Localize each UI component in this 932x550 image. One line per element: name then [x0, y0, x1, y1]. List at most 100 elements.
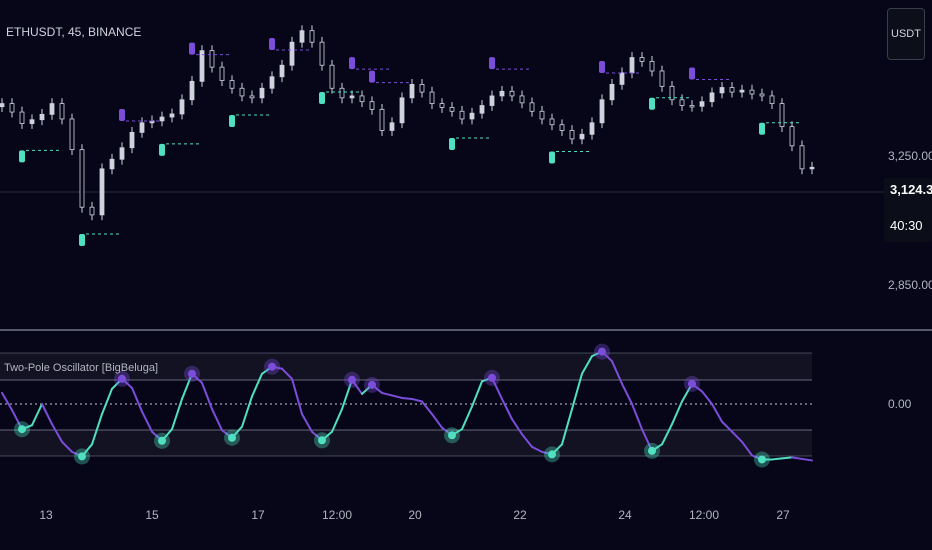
candle-body: [449, 107, 455, 112]
candle-body: [339, 87, 345, 99]
oscillator-zero-label: 0.00: [888, 397, 912, 411]
time-axis-label: 12:00: [321, 508, 353, 522]
candle-body: [139, 122, 145, 133]
candle-body: [19, 111, 25, 124]
candle-body: [799, 145, 805, 170]
candle-body: [619, 72, 625, 85]
candle-body: [469, 112, 475, 120]
bull-signal-dot: [158, 436, 166, 445]
oscillator-segment: [31, 403, 43, 427]
bull-signal-marker: [319, 92, 325, 105]
candle-body: [419, 84, 425, 93]
oscillator-segment: [781, 456, 793, 460]
oscillator-segment: [341, 378, 353, 411]
candle-body: [789, 126, 795, 147]
bull-signal-dot: [18, 425, 26, 434]
oscillator-segment: [101, 387, 113, 416]
candle-body: [569, 130, 575, 140]
bull-signal-dot: [448, 431, 456, 440]
candle-body: [489, 95, 495, 106]
bull-signal-dot: [318, 436, 326, 445]
oscillator-segment: [181, 372, 193, 400]
bear-signal-dot: [118, 374, 126, 383]
bull-signal-marker: [759, 122, 765, 135]
bear-signal-dot: [598, 347, 606, 356]
bear-signal-marker: [119, 108, 125, 121]
candle-body: [689, 105, 695, 108]
oscillator-segment: [701, 390, 713, 405]
bear-signal-dot: [368, 380, 376, 389]
candle-body: [679, 99, 685, 106]
time-axis-label: 12:00: [688, 508, 720, 522]
oscillator-segment: [471, 380, 483, 408]
bull-signal-marker: [549, 151, 555, 164]
oscillator-segment: [721, 420, 733, 433]
candle-body: [69, 118, 75, 151]
oscillator-segment: [581, 355, 593, 375]
candle-body: [259, 87, 265, 99]
oscillator-segment: [91, 413, 103, 446]
candle-body: [269, 76, 275, 89]
symbol-label[interactable]: ETHUSDT, 45, BINANCE: [6, 25, 142, 39]
candle-body: [459, 110, 465, 120]
oscillator-segment: [461, 405, 473, 431]
oscillator-segment: [401, 396, 413, 400]
bear-signal-dot: [268, 362, 276, 371]
candle-body: [109, 158, 115, 170]
oscillator-segment: [531, 445, 543, 453]
oscillator-segment: [251, 372, 263, 398]
bull-signal-marker: [19, 150, 25, 163]
bull-signal-marker: [449, 138, 455, 151]
oscillator-segment: [411, 397, 423, 403]
oscillator-segment: [211, 408, 223, 432]
bull-signal-dot: [78, 452, 86, 461]
candle-body: [0, 103, 5, 108]
oscillator-segment: [671, 400, 683, 426]
candle-body: [429, 91, 435, 105]
candle-body: [409, 84, 415, 99]
oscillator-segment: [171, 397, 183, 431]
time-axis-label: 24: [618, 508, 632, 522]
bull-signal-marker: [159, 143, 165, 156]
oscillator-signal-dots: [14, 343, 770, 468]
bear-signal-marker: [489, 57, 495, 70]
candle-body: [709, 92, 715, 103]
candle-body: [439, 103, 445, 108]
candle-body: [329, 64, 335, 89]
oscillator-segment: [741, 440, 753, 457]
bull-signal-marker: [79, 233, 85, 246]
oscillator-segment: [791, 456, 803, 460]
currency-button[interactable]: USDT: [887, 8, 925, 60]
bull-signal-marker: [229, 115, 235, 128]
bear-signal-marker: [689, 67, 695, 80]
price-axis-label-high: 3,250.00: [888, 149, 932, 163]
candle-body: [129, 131, 135, 149]
candle-body: [239, 87, 245, 97]
oscillator-title[interactable]: Two-Pole Oscillator [BigBeluga]: [4, 362, 159, 374]
osc-upper-zone: [0, 353, 812, 380]
candle-body: [89, 206, 95, 216]
candle-body: [299, 30, 305, 43]
oscillator-segment: [621, 382, 633, 405]
oscillator-segment: [241, 395, 253, 428]
candle-body: [9, 103, 15, 113]
oscillator-segment: [571, 372, 583, 411]
oscillator-segment: [61, 440, 73, 453]
candle-body: [39, 113, 45, 121]
oscillator-segment: [561, 408, 573, 446]
bear-signal-marker: [349, 57, 355, 70]
oscillator-segment: [201, 381, 213, 411]
oscillator-panel: [0, 343, 813, 468]
candle-body: [389, 122, 395, 131]
price-axis-label-low: 2,850.00: [888, 278, 932, 292]
oscillator-segment: [291, 377, 303, 416]
oscillator-segment: [381, 391, 393, 397]
time-axis-label: 20: [408, 508, 422, 522]
oscillator-segment: [41, 403, 53, 426]
bear-signal-marker: [269, 37, 275, 50]
candle-body: [639, 57, 645, 62]
candle-body: [279, 64, 285, 78]
oscillator-segment: [301, 413, 313, 433]
candle-body: [179, 99, 185, 115]
candle-body: [369, 101, 375, 110]
